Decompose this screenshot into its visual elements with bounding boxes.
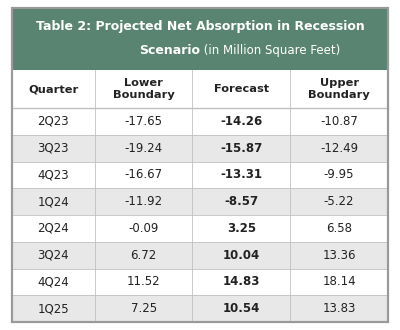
Text: Lower
Boundary: Lower Boundary <box>113 78 174 100</box>
Text: 3Q24: 3Q24 <box>38 248 69 262</box>
Text: -13.31: -13.31 <box>220 168 262 182</box>
Text: (in Million Square Feet): (in Million Square Feet) <box>200 44 340 57</box>
Text: -14.26: -14.26 <box>220 115 262 128</box>
Text: Upper
Boundary: Upper Boundary <box>308 78 370 100</box>
Text: 1Q25: 1Q25 <box>38 302 69 315</box>
Text: 1Q24: 1Q24 <box>38 195 69 208</box>
Text: -17.65: -17.65 <box>125 115 163 128</box>
Text: -12.49: -12.49 <box>320 142 358 155</box>
Text: Forecast: Forecast <box>214 84 269 94</box>
Text: 10.04: 10.04 <box>223 248 260 262</box>
Text: Quarter: Quarter <box>28 84 78 94</box>
Text: -11.92: -11.92 <box>124 195 163 208</box>
Text: 2Q24: 2Q24 <box>38 222 69 235</box>
Text: 6.72: 6.72 <box>130 248 157 262</box>
Text: 18.14: 18.14 <box>322 275 356 288</box>
Text: 3Q23: 3Q23 <box>38 142 69 155</box>
Text: -8.57: -8.57 <box>224 195 258 208</box>
Text: -15.87: -15.87 <box>220 142 262 155</box>
Text: -5.22: -5.22 <box>324 195 354 208</box>
Text: 6.58: 6.58 <box>326 222 352 235</box>
Text: 3.25: 3.25 <box>227 222 256 235</box>
Text: 2Q23: 2Q23 <box>38 115 69 128</box>
Text: -0.09: -0.09 <box>128 222 159 235</box>
Text: 11.52: 11.52 <box>127 275 160 288</box>
Text: 10.54: 10.54 <box>223 302 260 315</box>
Text: 4Q23: 4Q23 <box>38 168 69 182</box>
Text: -19.24: -19.24 <box>124 142 163 155</box>
Text: -9.95: -9.95 <box>324 168 354 182</box>
Text: 4Q24: 4Q24 <box>38 275 69 288</box>
Text: 14.83: 14.83 <box>223 275 260 288</box>
Text: 13.36: 13.36 <box>322 248 356 262</box>
Text: Scenario: Scenario <box>139 44 200 57</box>
Text: -10.87: -10.87 <box>320 115 358 128</box>
Text: 7.25: 7.25 <box>130 302 157 315</box>
Text: Table 2: Projected Net Absorption in Recession: Table 2: Projected Net Absorption in Rec… <box>36 20 364 33</box>
Text: 13.83: 13.83 <box>322 302 356 315</box>
Text: -16.67: -16.67 <box>124 168 163 182</box>
